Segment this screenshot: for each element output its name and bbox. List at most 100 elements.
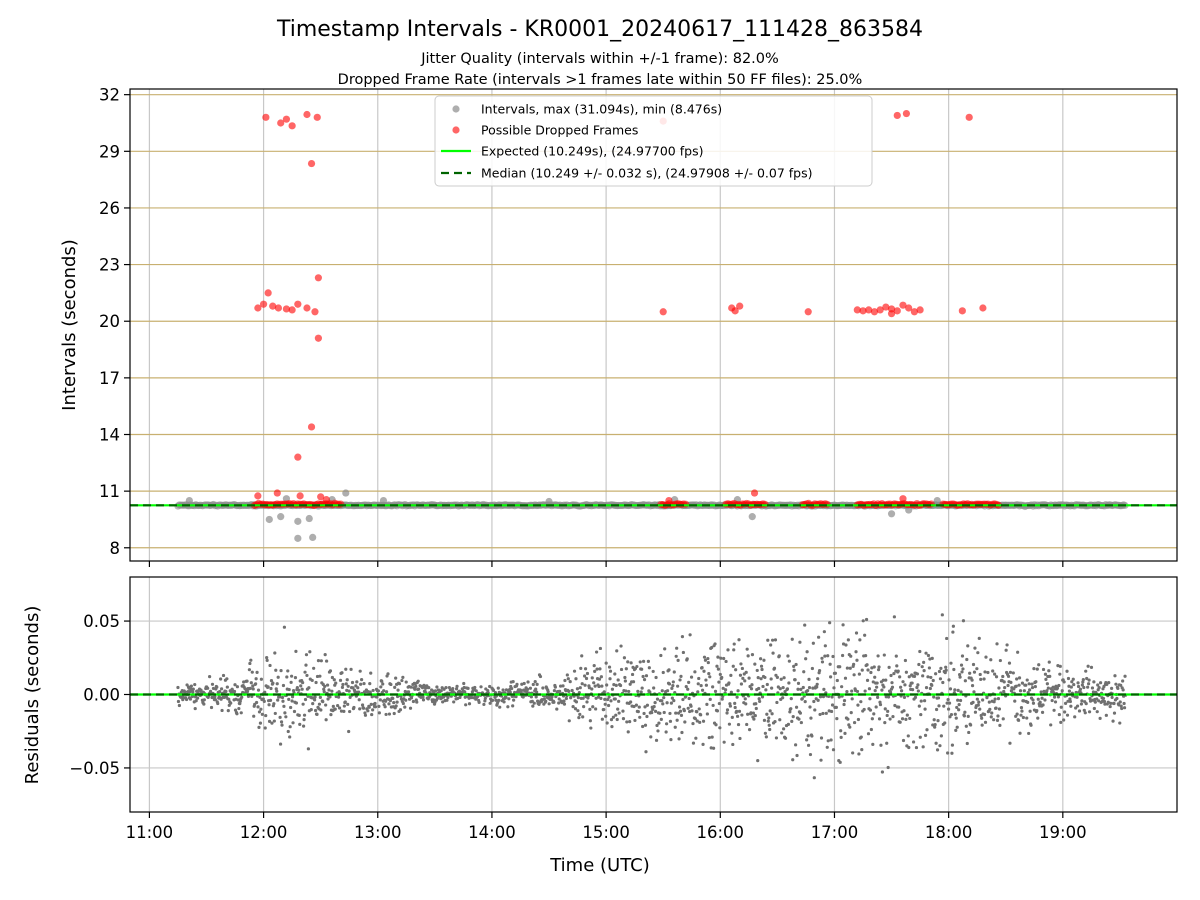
top-panel-plot bbox=[130, 89, 1177, 561]
residual-point bbox=[379, 685, 383, 689]
residual-point bbox=[290, 695, 295, 699]
residual-point bbox=[340, 685, 345, 689]
residual-point bbox=[265, 656, 269, 660]
residual-point bbox=[656, 729, 660, 733]
residual-point bbox=[552, 700, 556, 704]
residual-point bbox=[957, 708, 961, 712]
residual-point bbox=[730, 715, 734, 719]
residual-point bbox=[269, 679, 274, 683]
residual-point bbox=[722, 656, 726, 661]
residual-point bbox=[741, 676, 745, 680]
residual-point bbox=[350, 680, 355, 685]
residual-point bbox=[792, 668, 796, 672]
residual-point bbox=[483, 699, 487, 703]
residual-point bbox=[589, 726, 593, 730]
residual-point bbox=[905, 713, 909, 717]
residual-point bbox=[966, 714, 970, 718]
residual-point bbox=[671, 680, 675, 684]
residual-point bbox=[600, 717, 604, 721]
residual-point bbox=[754, 702, 758, 706]
residual-point bbox=[289, 680, 293, 684]
residual-point bbox=[719, 656, 723, 660]
residual-point bbox=[995, 718, 1000, 722]
residual-point bbox=[844, 643, 848, 647]
residual-point bbox=[713, 689, 718, 693]
residual-point bbox=[255, 670, 259, 674]
residual-point bbox=[559, 684, 563, 688]
residual-point bbox=[269, 686, 273, 691]
residual-point bbox=[944, 668, 948, 672]
residual-point bbox=[726, 648, 730, 652]
residual-point bbox=[1015, 712, 1019, 716]
residual-point bbox=[594, 696, 598, 700]
residual-point bbox=[1008, 670, 1013, 674]
residual-point bbox=[706, 660, 710, 665]
residual-point bbox=[628, 682, 632, 686]
residual-point bbox=[683, 720, 687, 724]
residual-point bbox=[686, 706, 690, 710]
residual-point bbox=[510, 686, 514, 691]
residual-point bbox=[369, 702, 373, 706]
residual-point bbox=[963, 679, 967, 683]
residual-point bbox=[340, 671, 344, 675]
residual-point bbox=[783, 690, 787, 694]
residual-point bbox=[1027, 731, 1031, 736]
residual-point bbox=[1121, 688, 1125, 692]
residual-point bbox=[762, 718, 767, 722]
residual-point bbox=[976, 703, 980, 707]
residual-point bbox=[713, 642, 717, 646]
residual-point bbox=[1013, 699, 1017, 703]
residual-point bbox=[934, 707, 939, 712]
residual-point bbox=[256, 705, 260, 709]
residual-point bbox=[902, 695, 907, 699]
residual-point bbox=[309, 708, 313, 712]
residual-point bbox=[918, 735, 922, 739]
residual-point bbox=[1109, 701, 1113, 705]
residual-point bbox=[1016, 718, 1021, 722]
residual-point bbox=[1089, 665, 1094, 669]
residual-point bbox=[867, 687, 872, 691]
residual-point bbox=[1004, 648, 1008, 652]
residual-point bbox=[860, 748, 864, 752]
dropped-frame-point bbox=[254, 492, 262, 500]
residual-point bbox=[327, 688, 331, 692]
residual-point bbox=[1057, 683, 1061, 688]
residual-point bbox=[265, 658, 269, 662]
dropped-frame-point bbox=[736, 302, 744, 310]
residual-point bbox=[268, 698, 273, 703]
residual-point bbox=[660, 689, 664, 693]
residual-point bbox=[703, 658, 708, 662]
residual-point bbox=[254, 682, 258, 686]
dropped-frame-point bbox=[303, 110, 311, 119]
residual-point bbox=[681, 697, 685, 702]
residual-point bbox=[534, 687, 538, 691]
residual-point bbox=[1030, 682, 1034, 686]
residual-point bbox=[746, 712, 750, 716]
residual-point bbox=[854, 650, 858, 654]
residual-point bbox=[677, 737, 681, 741]
residual-point bbox=[1063, 701, 1068, 705]
residual-point bbox=[718, 726, 722, 730]
residual-point bbox=[702, 669, 706, 673]
residual-point bbox=[273, 711, 277, 716]
residual-point bbox=[570, 688, 574, 693]
residual-point bbox=[756, 676, 760, 680]
residual-point bbox=[641, 674, 645, 679]
residual-point bbox=[367, 705, 371, 709]
residual-point bbox=[441, 700, 445, 704]
residual-point bbox=[873, 689, 877, 693]
residual-point bbox=[360, 678, 364, 682]
residual-point bbox=[251, 687, 255, 691]
residual-point bbox=[665, 722, 669, 726]
residual-point bbox=[1009, 680, 1013, 684]
dropped-frame-point bbox=[277, 119, 285, 127]
residual-point bbox=[535, 690, 539, 694]
residual-point bbox=[638, 715, 642, 719]
residual-point bbox=[668, 711, 672, 716]
residual-point bbox=[675, 646, 679, 650]
residual-point bbox=[299, 684, 303, 688]
residual-point bbox=[864, 617, 869, 622]
residual-point bbox=[851, 751, 855, 755]
residual-point bbox=[819, 758, 823, 762]
residual-point bbox=[883, 707, 887, 711]
